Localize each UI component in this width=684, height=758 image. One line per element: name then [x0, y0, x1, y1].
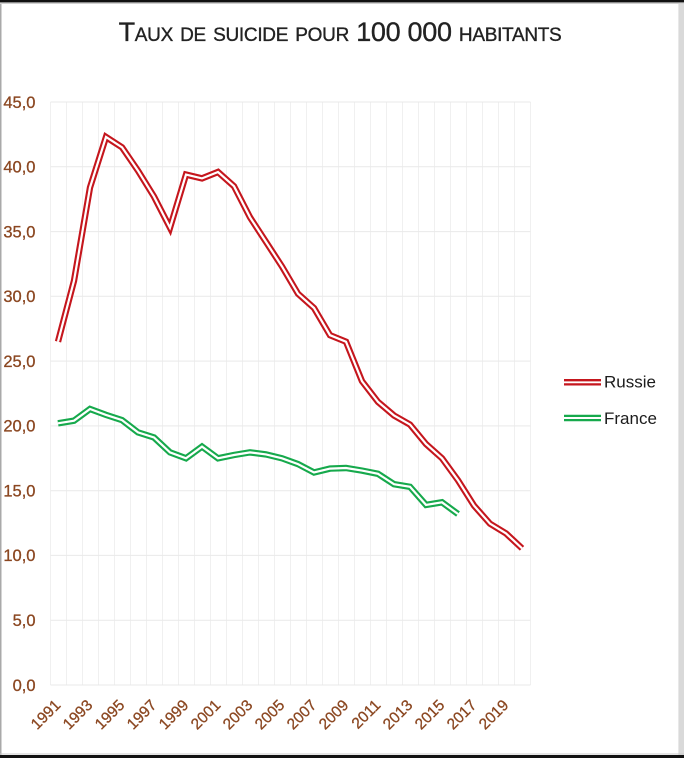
svg-text:Taux de suicide pour 100 000 h: Taux de suicide pour 100 000 habitants [119, 17, 562, 47]
svg-text:15,0: 15,0 [3, 483, 35, 501]
svg-text:5,0: 5,0 [13, 612, 36, 630]
svg-text:35,0: 35,0 [3, 223, 35, 241]
svg-text:France: France [604, 409, 657, 428]
svg-text:30,0: 30,0 [3, 288, 35, 306]
svg-text:40,0: 40,0 [3, 159, 35, 177]
svg-text:25,0: 25,0 [3, 353, 35, 371]
svg-text:Russie: Russie [604, 373, 656, 392]
svg-text:45,0: 45,0 [3, 94, 35, 112]
svg-text:20,0: 20,0 [3, 418, 35, 436]
svg-text:0,0: 0,0 [13, 677, 36, 695]
svg-text:10,0: 10,0 [3, 547, 35, 565]
